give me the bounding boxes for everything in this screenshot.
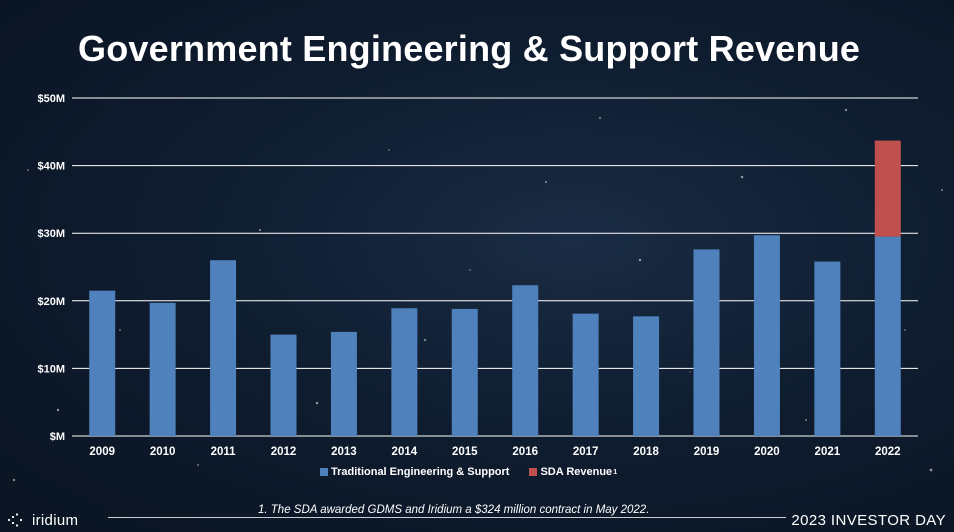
bar-traditional — [330, 331, 357, 436]
logo-text: iridium — [32, 511, 79, 529]
bar-traditional — [633, 316, 660, 436]
bar-traditional — [874, 236, 901, 436]
revenue-bar-chart: $M $10M $20M $30M $40M $50M 2009 2010 2011 2012 20… — [37, 93, 901, 458]
legend-swatch-traditional — [320, 468, 328, 476]
x-tick-label: 2018 — [633, 446, 659, 458]
page-title: Government Engineering & Support Revenue — [78, 28, 861, 69]
iridium-logo-mark-icon — [7, 513, 23, 527]
bar-sda — [874, 140, 901, 237]
y-tick-label: $40M — [37, 161, 65, 173]
bar-traditional — [512, 285, 539, 436]
legend-label-traditional: Traditional Engineering & Support — [331, 466, 510, 478]
x-tick-label: 2009 — [89, 446, 115, 458]
footnote: 1. The SDA awarded GDMS and Iridium a $3… — [258, 504, 650, 516]
bar-traditional — [270, 334, 297, 436]
legend-label-sda: SDA Revenue — [540, 466, 613, 478]
y-tick-label: $M — [50, 431, 65, 443]
bar-traditional — [572, 313, 599, 436]
legend-footnote-marker: 1 — [613, 468, 618, 476]
x-tick-label: 2010 — [150, 446, 176, 458]
bar-traditional — [210, 260, 237, 436]
bar-traditional — [753, 235, 780, 436]
x-tick-label: 2016 — [512, 446, 538, 458]
y-tick-label: $10M — [37, 363, 65, 375]
bar-traditional — [89, 290, 116, 436]
x-tick-label: 2020 — [754, 446, 780, 458]
x-tick-label: 2011 — [211, 446, 237, 458]
x-tick-label: 2019 — [694, 446, 720, 458]
event-label: 2023 INVESTOR DAY — [791, 512, 946, 529]
bar-traditional — [149, 302, 176, 436]
bar-traditional — [693, 249, 720, 436]
x-tick-label: 2022 — [875, 446, 901, 458]
x-tick-label: 2012 — [271, 446, 297, 458]
y-tick-label: $30M — [37, 228, 65, 240]
legend-item-traditional: Traditional Engineering & Support — [320, 466, 509, 478]
bar-traditional — [391, 308, 418, 436]
x-tick-label: 2015 — [452, 446, 478, 458]
x-tick-label: 2013 — [331, 446, 357, 458]
y-tick-label: $20M — [37, 296, 65, 308]
x-tick-label: 2021 — [815, 446, 841, 458]
y-tick-label: $50M — [37, 93, 65, 105]
x-tick-label: 2014 — [392, 446, 418, 458]
legend-swatch-sda — [529, 468, 538, 476]
bar-traditional — [814, 261, 841, 436]
footer-divider — [108, 517, 786, 518]
legend-item-sda: SDA Revenue 1 — [529, 466, 617, 478]
iridium-logo: iridium — [6, 510, 78, 530]
chart-legend: Traditional Engineering & Support SDA Re… — [320, 466, 637, 478]
bar-traditional — [451, 308, 478, 436]
x-tick-label: 2017 — [573, 446, 599, 458]
